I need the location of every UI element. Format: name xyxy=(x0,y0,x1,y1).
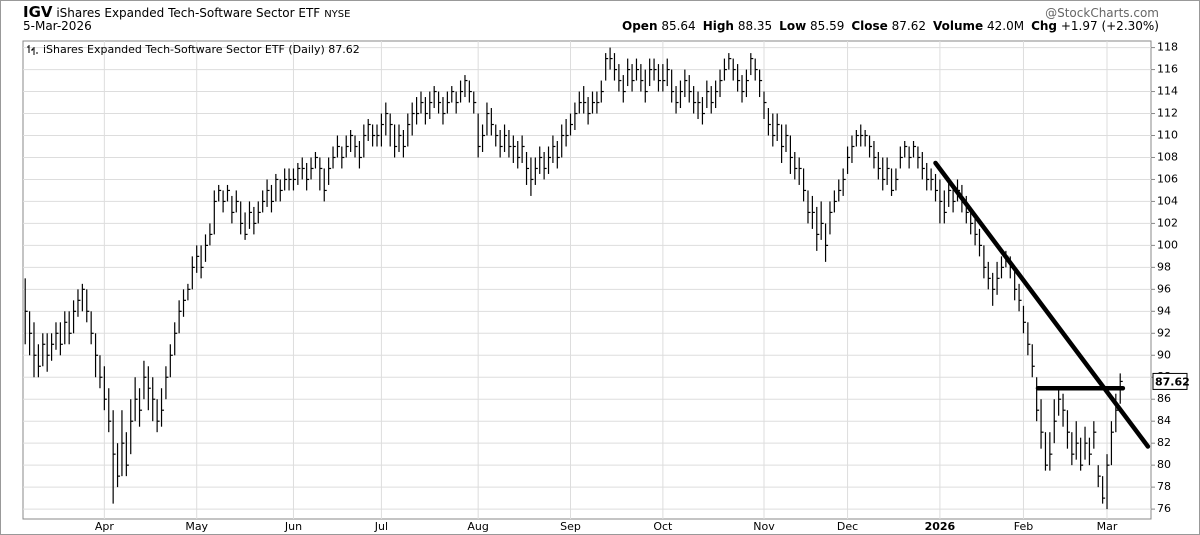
trend-line xyxy=(933,160,1151,449)
y-tick-label: 98 xyxy=(1157,260,1171,273)
y-tick-label: 108 xyxy=(1157,150,1178,163)
y-tick-label: 96 xyxy=(1157,282,1171,295)
y-tick-label: 102 xyxy=(1157,216,1178,229)
x-tick-label: May xyxy=(185,520,208,533)
header-row: 5-Mar-2026 Open 85.64 High 88.35 Low 85.59… xyxy=(23,19,1159,33)
x-tick-label: Jun xyxy=(284,520,302,533)
y-tick-label: 94 xyxy=(1157,304,1171,317)
price-marker xyxy=(1152,372,1188,390)
y-tick-label: 110 xyxy=(1157,129,1178,142)
stat-label: Close xyxy=(851,19,888,33)
x-tick-label: Oct xyxy=(653,520,673,533)
x-tick-label: Feb xyxy=(1014,520,1033,533)
x-tick-label: Sep xyxy=(560,520,581,533)
y-tick-label: 78 xyxy=(1157,480,1171,493)
x-tick-label: 2026 xyxy=(925,520,956,533)
y-tick-label: 116 xyxy=(1157,63,1178,76)
stat-label: Volume xyxy=(932,19,984,33)
y-tick-label: 112 xyxy=(1157,107,1178,120)
y-tick-label: 104 xyxy=(1157,194,1178,207)
price-marker-label: 87.62 xyxy=(1155,375,1190,388)
stat-label: High xyxy=(702,19,734,33)
plot xyxy=(23,41,1151,519)
y-tick-label: 80 xyxy=(1157,458,1171,471)
source: @StockCharts.com xyxy=(1045,6,1159,20)
legend-text: iShares Expanded Tech-Software Sector ET… xyxy=(43,43,360,56)
stat-value: 85.59 xyxy=(809,19,845,33)
stat-label: Low xyxy=(779,19,807,33)
stat-value: 85.64 xyxy=(661,19,696,33)
x-tick-label: Apr xyxy=(95,520,115,533)
y-tick-label: 106 xyxy=(1157,172,1178,185)
y-tick-label: 76 xyxy=(1157,502,1171,515)
y-tick-label: 82 xyxy=(1157,436,1171,449)
legend: iShares Expanded Tech-Software Sector ET… xyxy=(27,43,360,56)
symbol: IGV xyxy=(23,3,53,21)
y-tick-label: 114 xyxy=(1157,85,1178,98)
x-tick-label: Dec xyxy=(837,520,858,533)
date: 5-Mar-2026 xyxy=(23,19,92,33)
stat-label: Chg xyxy=(1031,19,1058,33)
legend-value: 87.62 xyxy=(328,43,360,56)
header-row: IGV iShares Expanded Tech-Software Secto… xyxy=(23,3,1159,21)
stat-value: +1.97 (+2.30%) xyxy=(1060,19,1159,33)
y-tick-label: 84 xyxy=(1157,414,1171,427)
x-tick-label: Mar xyxy=(1097,520,1118,533)
stat-value: 88.35 xyxy=(737,19,773,33)
stat-value: 42.0M xyxy=(987,19,1025,33)
y-tick-label: 118 xyxy=(1157,41,1178,54)
x-tick-label: Jul xyxy=(374,520,388,533)
title: IGV iShares Expanded Tech-Software Secto… xyxy=(23,3,350,21)
stat-label: Open xyxy=(622,19,658,33)
y-tick-label: 90 xyxy=(1157,348,1171,361)
y-tick-label: 86 xyxy=(1157,392,1171,405)
x-tick-label: Aug xyxy=(467,520,488,533)
x-tick-label: Nov xyxy=(753,520,775,533)
legend-name: iShares Expanded Tech-Software Sector ET… xyxy=(43,43,325,56)
y-tick-label: 100 xyxy=(1157,238,1178,251)
y-tick-label: 92 xyxy=(1157,326,1171,339)
legend-icon xyxy=(27,45,38,55)
exchange: NYSE xyxy=(324,9,351,20)
stat-value: 87.62 xyxy=(891,19,926,33)
stats: Open 85.64 High 88.35 Low 85.59 Close 87.62… xyxy=(615,19,1159,33)
fund-name: iShares Expanded Tech-Software Sector ET… xyxy=(56,6,321,20)
plot-area xyxy=(22,40,1152,520)
